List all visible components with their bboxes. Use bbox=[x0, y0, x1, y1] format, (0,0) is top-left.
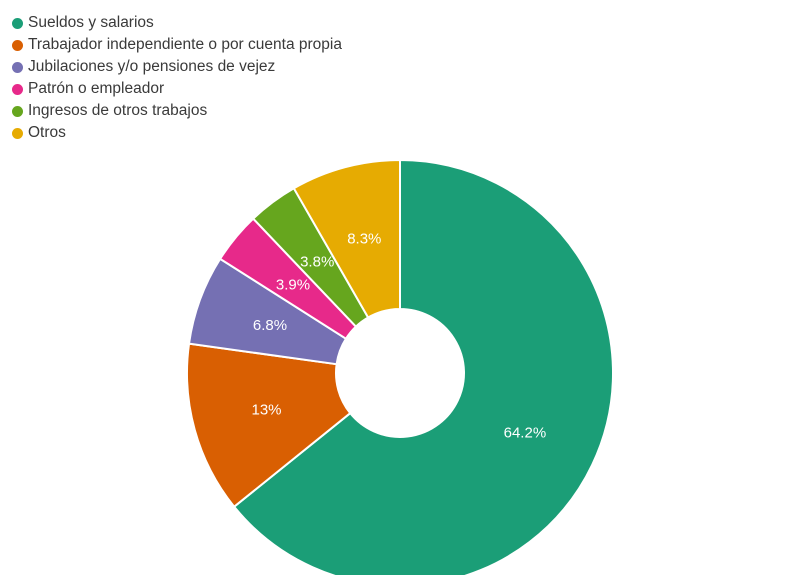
legend-item[interactable]: Jubilaciones y/o pensiones de vejez bbox=[12, 56, 342, 78]
slice-label: 6.8% bbox=[253, 317, 287, 334]
legend-label: Jubilaciones y/o pensiones de vejez bbox=[28, 58, 276, 75]
slice-label: 3.9% bbox=[276, 277, 310, 294]
legend-item[interactable]: Otros bbox=[12, 122, 342, 144]
slice-label: 3.8% bbox=[300, 254, 334, 271]
legend-label: Trabajador independiente o por cuenta pr… bbox=[28, 36, 342, 53]
legend-label: Patrón o empleador bbox=[28, 80, 165, 97]
legend-label: Ingresos de otros trabajos bbox=[28, 102, 208, 119]
legend-swatch bbox=[12, 127, 23, 139]
legend-item[interactable]: Patrón o empleador bbox=[12, 78, 342, 100]
pie-slice[interactable] bbox=[232, 158, 614, 575]
legend: Sueldos y salarios Trabajador independien… bbox=[12, 12, 342, 144]
slice-label: 13% bbox=[251, 402, 281, 419]
legend-swatch bbox=[12, 61, 23, 73]
legend-swatch bbox=[12, 17, 23, 29]
slice-label: 64.2% bbox=[504, 424, 547, 441]
legend-swatch bbox=[12, 83, 23, 95]
legend-swatch bbox=[12, 39, 23, 51]
slice-label: 8.3% bbox=[347, 231, 381, 248]
pie-slice[interactable] bbox=[186, 342, 352, 509]
pie-slice[interactable] bbox=[292, 158, 401, 319]
legend-item[interactable]: Ingresos de otros trabajos bbox=[12, 100, 342, 122]
legend-item[interactable]: Trabajador independiente o por cuenta pr… bbox=[12, 34, 342, 56]
legend-label: Sueldos y salarios bbox=[28, 14, 154, 31]
legend-swatch bbox=[12, 105, 23, 117]
legend-item[interactable]: Sueldos y salarios bbox=[12, 12, 342, 34]
legend-label: Otros bbox=[28, 124, 66, 141]
